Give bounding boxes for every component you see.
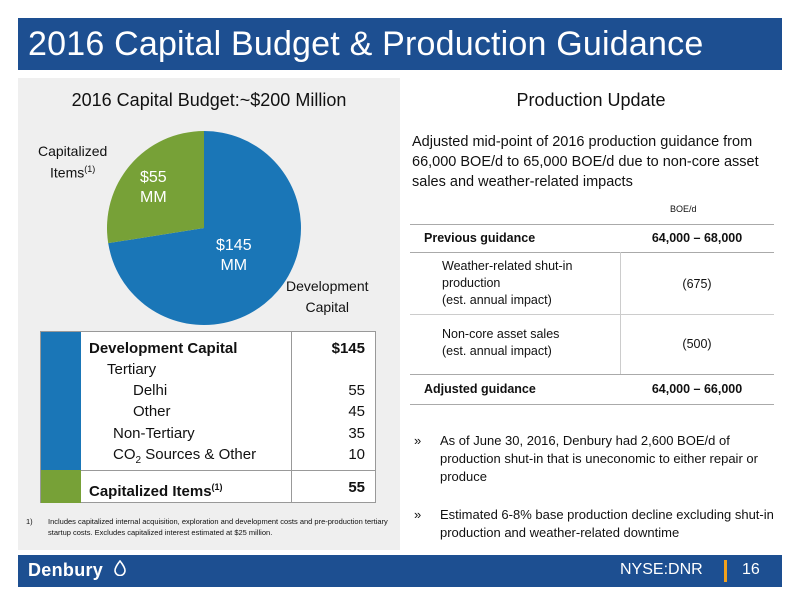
pie-slice-development [108,131,301,325]
pie-label-capitalized: Capitalized Items(1) [38,143,108,181]
capital-breakdown-table: Development Capital $145 Tertiary Delhi … [40,331,376,503]
co2-sources-label: CO2 Sources & Other [113,446,257,466]
other-value: 45 [348,403,365,420]
other-label: Other [133,403,171,420]
table-rule [410,374,774,375]
previous-guidance-value: 64,000 – 68,000 [651,231,743,245]
adjusted-guidance-label: Adjusted guidance [424,382,536,396]
delhi-value: 55 [348,382,365,399]
table-rule [410,404,774,405]
table-divider [620,314,621,374]
capital-budget-pie-chart [106,131,301,325]
co2-sources-value: 10 [348,446,365,463]
development-color-bar [41,332,81,470]
table-rule [410,252,774,253]
pie-value-capitalized: $55 MM [140,169,167,206]
production-update-heading: Production Update [516,90,666,110]
ticker-symbol: NYSE:DNR [620,561,703,578]
table-rule [410,314,774,315]
dev-capital-value: $145 [331,340,365,357]
table-rule [410,224,774,225]
capitalized-items-label: Capitalized Items(1) [89,482,223,500]
pie-label-development: Development Capital [286,278,369,315]
drop-icon [114,560,126,576]
previous-guidance-label: Previous guidance [424,231,536,245]
production-intro-text: Adjusted mid-point of 2016 production gu… [412,134,759,190]
capitalized-color-bar [41,470,81,503]
tertiary-label: Tertiary [107,361,157,378]
capital-budget-heading: 2016 Capital Budget:~$200 Million [71,90,347,110]
dev-capital-label: Development Capital [89,340,238,357]
table-divider [620,252,621,314]
pie-value-development: $145 MM [216,237,252,274]
weather-shutin-label: Weather-related shut-in production (est.… [442,259,573,307]
table-divider [291,332,292,503]
page-title: 2016 Capital Budget & Production Guidanc… [18,18,782,70]
non-tertiary-value: 35 [348,425,365,442]
adjusted-guidance-value: 64,000 – 66,000 [651,382,743,396]
noncore-sales-value: (500) [682,337,712,351]
production-update-panel: Production Update Adjusted mid-point of … [400,78,782,550]
delhi-label: Delhi [133,382,168,399]
capital-budget-panel: 2016 Capital Budget:~$200 Million Capita… [18,78,400,550]
noncore-sales-label: Non-core asset sales (est. annual impact… [442,327,560,358]
denbury-logo: Denbury [28,560,104,580]
page-number: 16 [742,561,760,578]
capitalized-items-value: 55 [348,479,365,496]
pie-slice-capitalized [106,131,204,244]
unit-label: BOE/d [670,204,697,214]
table-divider [81,470,376,471]
non-tertiary-label: Non-Tertiary [113,425,195,442]
weather-shutin-value: (675) [682,277,712,291]
footer-separator [724,560,727,582]
guidance-table: Previous guidance 64,000 – 68,000 Weathe… [410,224,774,406]
footer-bar: Denbury NYSE:DNR 16 [18,555,782,587]
